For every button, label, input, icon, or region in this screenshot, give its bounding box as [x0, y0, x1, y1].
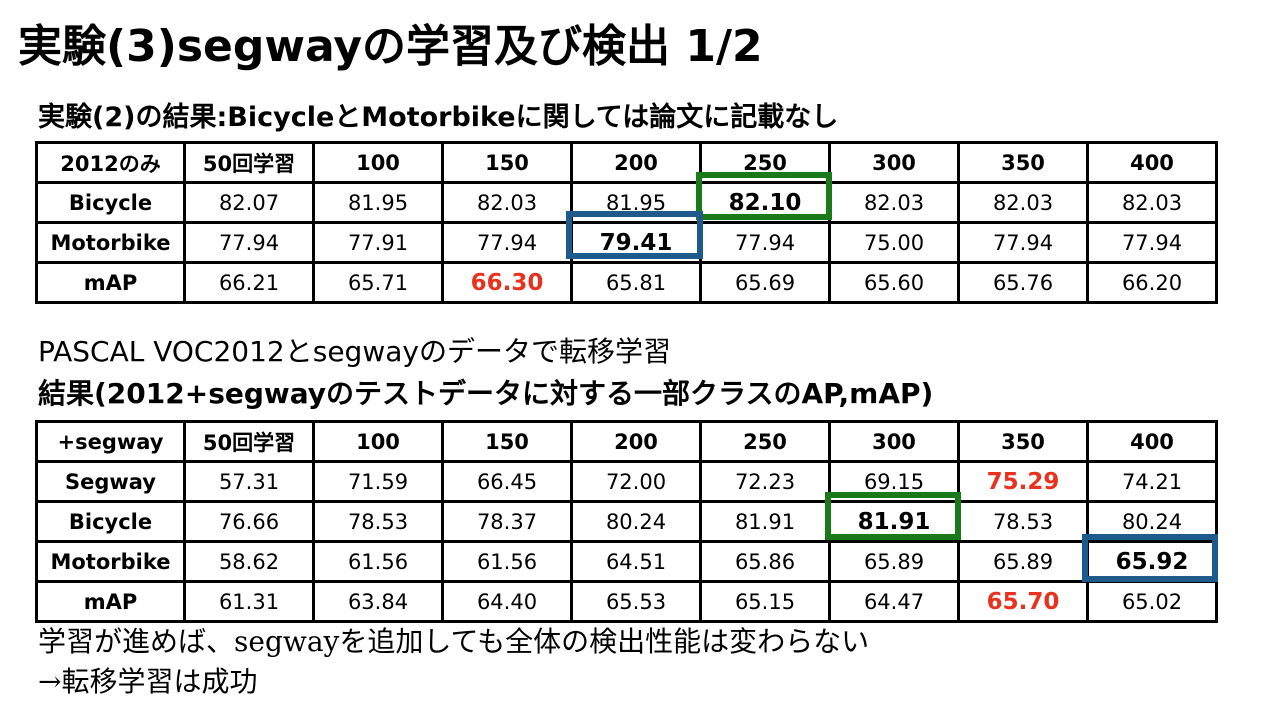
highlight-box-blue: [1082, 534, 1218, 582]
table-cell: 76.66: [183, 500, 315, 543]
table-cell: 77.91: [312, 221, 444, 264]
table-cell: 77.94: [957, 221, 1089, 264]
header-cell: 350: [957, 420, 1089, 463]
conclusion-line: 学習が進めば、segwayを追加しても全体の検出性能は変わらない: [38, 625, 870, 658]
header-cell: 150: [441, 141, 573, 184]
table-cell: 64.47: [828, 580, 960, 623]
header-cell: 100: [312, 420, 444, 463]
header-cell: +segway: [35, 420, 186, 463]
table-cell: 77.94: [1086, 221, 1218, 264]
table-cell: 77.94: [441, 221, 573, 264]
row-label: mAP: [35, 580, 186, 623]
table-cell: 71.59: [312, 460, 444, 503]
table-cell: 77.94: [699, 221, 831, 264]
table-cell: 65.02: [1086, 580, 1218, 623]
table-cell: 66.45: [441, 460, 573, 503]
header-cell: 300: [828, 420, 960, 463]
table-cell: 58.62: [183, 540, 315, 583]
table-row: Bicycle 76.66 78.53 78.37 80.24 81.91 81…: [35, 500, 1218, 543]
table-cell: 65.89: [957, 540, 1089, 583]
table-cell: 66.20: [1086, 261, 1218, 304]
table-row: mAP 61.31 63.84 64.40 65.53 65.15 64.47 …: [35, 580, 1218, 623]
row-label: Segway: [35, 460, 186, 503]
table-row: Segway 57.31 71.59 66.45 72.00 72.23 69.…: [35, 460, 1218, 503]
slide-title: 実験(3)segwayの学習及び検出 1/2: [18, 21, 763, 72]
row-label: mAP: [35, 261, 186, 304]
table-cell: 61.56: [312, 540, 444, 583]
table2-caption: 結果(2012+segwayのテストデータに対する一部クラスのAP,mAP): [38, 377, 934, 410]
row-label: Motorbike: [35, 540, 186, 583]
table-cell: 64.40: [441, 580, 573, 623]
table-cell: 65.53: [570, 580, 702, 623]
header-cell: 400: [1086, 420, 1218, 463]
table-cell: 78.37: [441, 500, 573, 543]
highlight-box-green: [825, 492, 961, 540]
table-cell: 81.95: [312, 181, 444, 224]
table-row: Motorbike 77.94 77.91 77.94 79.41 77.94 …: [35, 221, 1218, 264]
table-cell: 65.86: [699, 540, 831, 583]
highlight-box-green: [696, 172, 832, 220]
table-cell-highlight-blue: 65.92: [1086, 540, 1218, 583]
header-cell: 100: [312, 141, 444, 184]
table-header-row: +segway 50回学習 100 150 200 250 300 350 40…: [35, 420, 1218, 463]
table-cell: 77.94: [183, 221, 315, 264]
table-cell: 65.71: [312, 261, 444, 304]
table-cell: 80.24: [570, 500, 702, 543]
table-cell: 65.81: [570, 261, 702, 304]
table-cell: 82.03: [1086, 181, 1218, 224]
table-cell: 65.89: [828, 540, 960, 583]
table-cell: 72.23: [699, 460, 831, 503]
row-label: Bicycle: [35, 181, 186, 224]
table-cell: 65.15: [699, 580, 831, 623]
table-row: mAP 66.21 65.71 66.30 65.81 65.69 65.60 …: [35, 261, 1218, 304]
table-cell: 82.03: [828, 181, 960, 224]
table-cell: 81.91: [699, 500, 831, 543]
conclusion-result: →転移学習は成功: [38, 665, 258, 698]
table-cell: 74.21: [1086, 460, 1218, 503]
table-cell: 65.76: [957, 261, 1089, 304]
results-table-2012: 2012のみ 50回学習 100 150 200 250 300 350 400…: [35, 141, 1218, 304]
header-cell: 300: [828, 141, 960, 184]
table-cell: 66.21: [183, 261, 315, 304]
table-cell-highlight-red: 66.30: [441, 261, 573, 304]
table-row: Motorbike 58.62 61.56 61.56 64.51 65.86 …: [35, 540, 1218, 583]
header-cell: 50回学習: [183, 141, 315, 184]
header-cell: 200: [570, 420, 702, 463]
header-cell: 250: [699, 420, 831, 463]
highlight-box-blue: [566, 211, 703, 259]
table-cell: 75.00: [828, 221, 960, 264]
header-cell: 150: [441, 420, 573, 463]
header-cell: 2012のみ: [35, 141, 186, 184]
table-cell: 78.53: [312, 500, 444, 543]
table-cell: 72.00: [570, 460, 702, 503]
table-cell: 78.53: [957, 500, 1089, 543]
header-cell: 400: [1086, 141, 1218, 184]
header-cell: 50回学習: [183, 420, 315, 463]
table1-caption: 実験(2)の結果:BicycleとMotorbikeに関しては論文に記載なし: [38, 102, 839, 133]
table-cell: 82.03: [957, 181, 1089, 224]
table-cell-highlight-red: 65.70: [957, 580, 1089, 623]
table-cell-highlight-red: 75.29: [957, 460, 1089, 503]
table-header-row: 2012のみ 50回学習 100 150 200 250 300 350 400: [35, 141, 1218, 184]
table-cell: 57.31: [183, 460, 315, 503]
table-cell: 61.56: [441, 540, 573, 583]
row-label: Bicycle: [35, 500, 186, 543]
table-cell: 64.51: [570, 540, 702, 583]
table-cell: 65.60: [828, 261, 960, 304]
table-cell: 65.69: [699, 261, 831, 304]
table-cell: 82.03: [441, 181, 573, 224]
header-cell: 200: [570, 141, 702, 184]
header-cell: 350: [957, 141, 1089, 184]
transfer-learning-note: PASCAL VOC2012とsegwayのデータで転移学習: [38, 335, 671, 368]
row-label: Motorbike: [35, 221, 186, 264]
table-cell: 82.07: [183, 181, 315, 224]
table-cell: 61.31: [183, 580, 315, 623]
table-cell: 63.84: [312, 580, 444, 623]
results-table-segway: +segway 50回学習 100 150 200 250 300 350 40…: [35, 420, 1218, 623]
